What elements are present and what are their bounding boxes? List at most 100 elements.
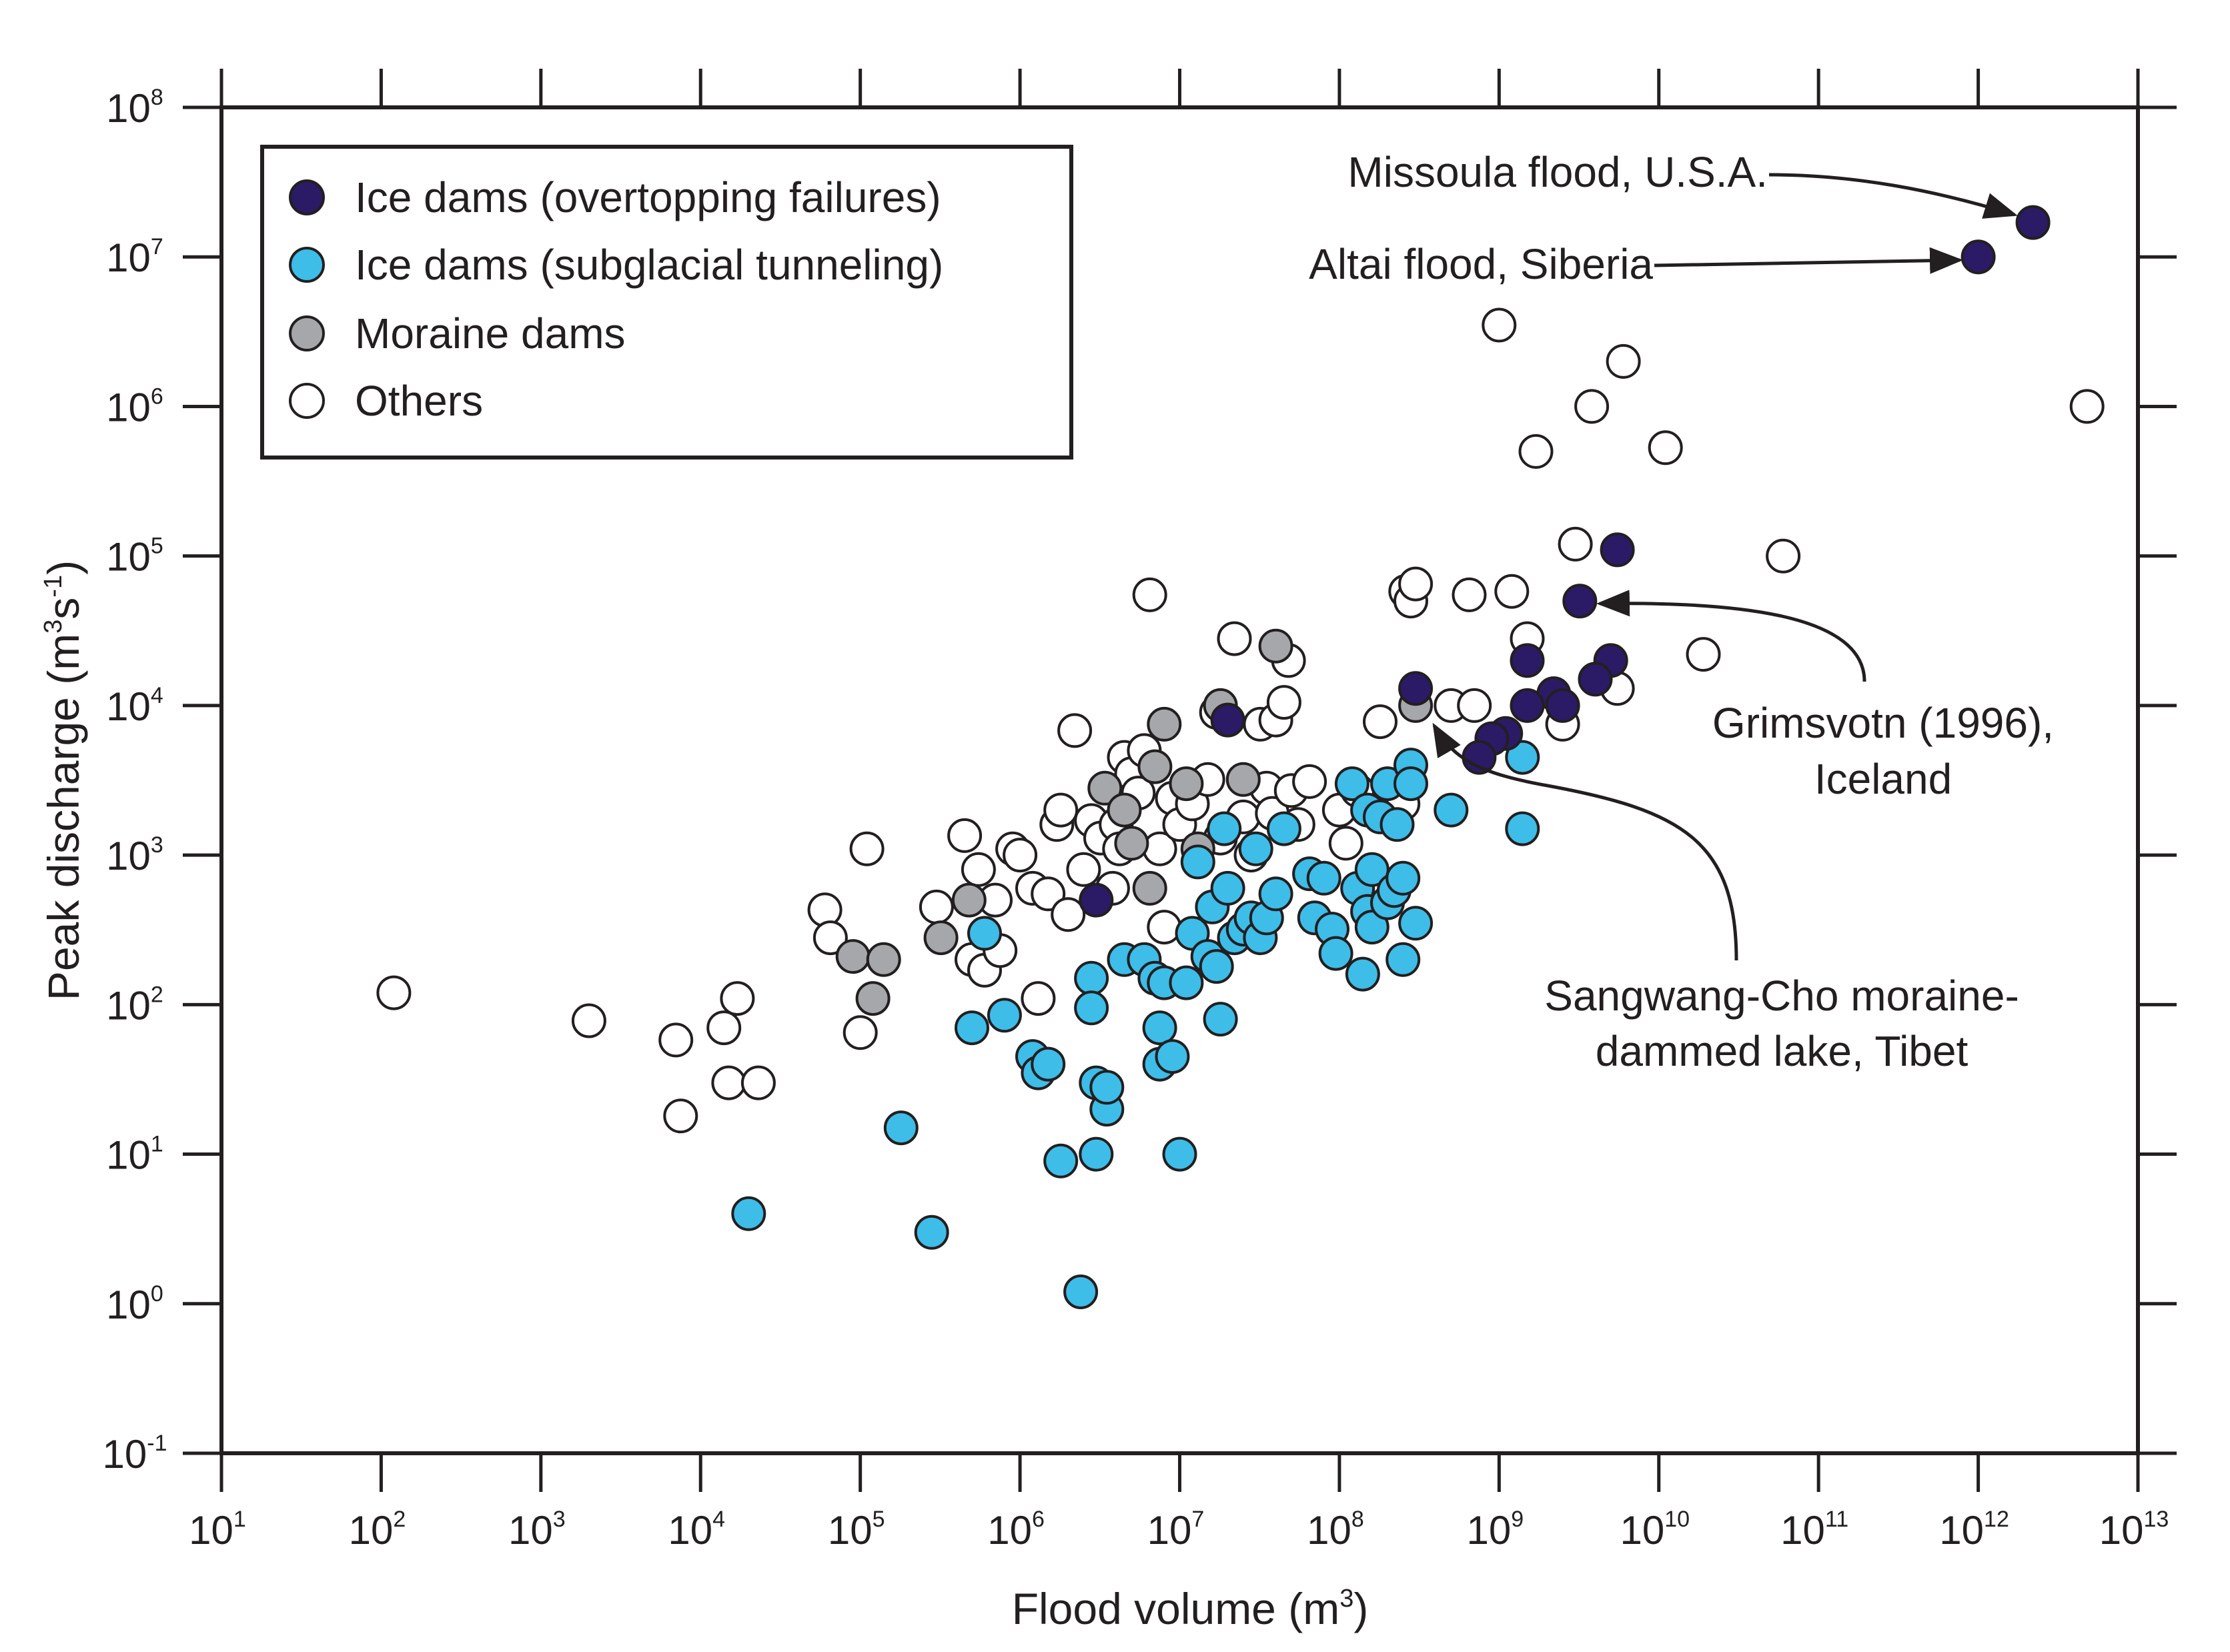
point-subglacial xyxy=(1199,949,1234,984)
annotation-grimsvotn-line1: Grimsvotn (1996), xyxy=(1712,699,2054,747)
point-subglacial xyxy=(1505,740,1540,775)
point-moraine xyxy=(951,882,987,918)
point-others xyxy=(812,920,848,956)
point-others xyxy=(1518,434,1554,469)
x-tick-base: 10 xyxy=(1307,1508,1351,1553)
annotation-altai-text: Altai flood, Siberia xyxy=(1309,240,1653,288)
x-tick-label: 102 xyxy=(349,1507,406,1553)
x-axis-title-sup: 3 xyxy=(1339,1585,1353,1613)
point-moraine xyxy=(1169,766,1204,802)
y-tick-label: 102 xyxy=(106,982,163,1028)
point-others xyxy=(919,889,954,924)
point-overtopping xyxy=(1961,239,1996,275)
x-tick-base: 10 xyxy=(349,1508,394,1553)
point-subglacial xyxy=(1379,807,1415,842)
x-tick-base: 10 xyxy=(668,1508,712,1553)
point-others xyxy=(807,892,843,928)
point-overtopping xyxy=(1562,584,1598,619)
point-others xyxy=(1043,792,1079,828)
x-tick-base: 10 xyxy=(1780,1508,1825,1553)
y-tick-label: 100 xyxy=(106,1281,163,1327)
x-tick-exp: 8 xyxy=(1351,1507,1364,1532)
point-overtopping xyxy=(2015,205,2051,240)
y-tick-exp: 2 xyxy=(151,982,163,1007)
point-subglacial xyxy=(1079,1136,1114,1172)
point-others xyxy=(1482,307,1517,343)
point-subglacial xyxy=(1385,860,1421,896)
point-subglacial xyxy=(1089,1070,1125,1105)
point-moraine xyxy=(855,981,891,1016)
point-others xyxy=(1452,577,1487,612)
point-subglacial xyxy=(1207,811,1242,846)
legend-label-others: Others xyxy=(355,377,483,425)
point-moraine xyxy=(1107,792,1142,828)
point-subglacial xyxy=(883,1110,919,1146)
y-tick-exp: -1 xyxy=(147,1431,167,1456)
point-subglacial xyxy=(1074,990,1109,1026)
point-moraine xyxy=(866,942,901,977)
point-subglacial xyxy=(1318,936,1353,971)
x-tick-label: 1010 xyxy=(1620,1507,1690,1553)
y-tick-exp: 6 xyxy=(151,383,163,409)
x-tick-exp: 13 xyxy=(2143,1507,2169,1532)
y-tick-exp: 3 xyxy=(151,832,163,858)
point-others xyxy=(1292,764,1327,799)
annotation-sangwang-arrow xyxy=(1432,722,1738,961)
point-others xyxy=(1021,981,1056,1016)
point-others xyxy=(1494,574,1530,609)
y-axis-title: Peak discharge (m3s-1) xyxy=(39,560,88,1000)
point-subglacial xyxy=(1238,831,1273,866)
point-moraine xyxy=(1225,762,1261,797)
y-tick-base: 10 xyxy=(106,535,151,580)
point-others xyxy=(1266,685,1301,720)
point-others xyxy=(706,1010,742,1046)
legend: Ice dams (overtopping failures) Ice dams… xyxy=(260,145,1073,460)
y-tick-base: 10 xyxy=(106,235,151,280)
point-others xyxy=(1147,910,1182,945)
point-subglacial xyxy=(1266,811,1301,846)
x-tick-label: 105 xyxy=(828,1507,885,1553)
x-tick-base: 10 xyxy=(987,1508,1032,1553)
y-tick-exp: 7 xyxy=(151,234,163,259)
y-axis-title-sup2: -1 xyxy=(39,575,67,598)
point-overtopping xyxy=(1578,662,1613,697)
x-tick-exp: 7 xyxy=(1191,1507,1204,1532)
point-subglacial xyxy=(1345,956,1380,992)
y-tick-exp: 0 xyxy=(151,1281,163,1307)
y-tick-label: 10-1 xyxy=(103,1431,167,1477)
point-others xyxy=(1057,713,1093,748)
y-tick-base: 10 xyxy=(103,1432,147,1477)
point-others xyxy=(1031,876,1066,912)
y-tick-base: 10 xyxy=(106,1133,151,1178)
y-tick-base: 10 xyxy=(106,1283,151,1327)
x-tick-exp: 9 xyxy=(1511,1507,1524,1532)
point-moraine xyxy=(1087,770,1123,806)
annotation-altai-arrow xyxy=(1654,247,1963,274)
y-tick-label: 103 xyxy=(106,832,163,878)
point-others xyxy=(961,852,996,887)
y-tick-label: 101 xyxy=(106,1132,163,1178)
x-tick-base: 10 xyxy=(1939,1508,1984,1553)
x-tick-exp: 11 xyxy=(1825,1507,1848,1532)
point-others xyxy=(1132,577,1167,612)
point-subglacial xyxy=(1306,860,1341,896)
y-axis-title-unit: s xyxy=(39,598,88,620)
point-subglacial xyxy=(1142,1010,1177,1046)
y-tick-label: 107 xyxy=(106,234,163,280)
point-others xyxy=(1066,852,1101,887)
point-subglacial xyxy=(731,1196,766,1231)
point-others xyxy=(663,1098,698,1134)
y-axis-title-sup1: 3 xyxy=(39,620,67,634)
x-tick-exp: 4 xyxy=(712,1507,725,1532)
legend-frame xyxy=(260,145,1073,460)
point-moraine xyxy=(1147,706,1182,742)
y-tick-exp: 4 xyxy=(151,683,163,708)
annotation-grimsvotn-line2: Iceland xyxy=(1814,755,1952,803)
y-tick-label: 104 xyxy=(106,683,163,729)
point-others xyxy=(658,1022,694,1058)
point-subglacial xyxy=(1434,792,1469,828)
annotation-missoula-text: Missoula flood, U.S.A. xyxy=(1347,148,1768,196)
x-tick-base: 10 xyxy=(828,1508,873,1553)
annotation-sangwang-line2: dammed lake, Tibet xyxy=(1596,1027,1969,1075)
